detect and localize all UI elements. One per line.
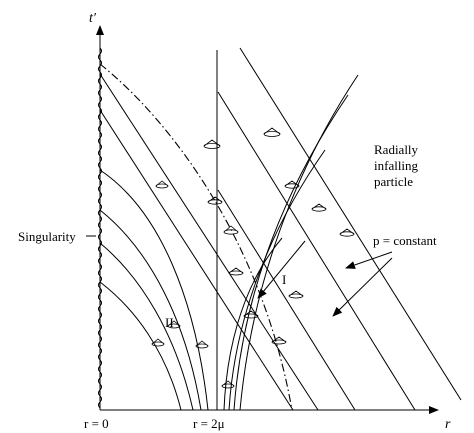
infalling-label-line2: infalling	[374, 158, 419, 173]
light-cone	[271, 336, 287, 345]
outgoing-null-curve	[233, 94, 349, 411]
particle-pointer-arrow	[257, 240, 306, 299]
ingoing-null-line	[99, 73, 319, 411]
outgoing-null-curve	[239, 74, 359, 411]
light-cone	[167, 320, 181, 329]
light-cone	[221, 380, 235, 389]
light-cone	[243, 310, 259, 319]
r-axis-label: r	[445, 417, 451, 432]
infalling-label-line1: Radially	[374, 142, 419, 157]
region-1-label: I	[282, 272, 286, 287]
outgoing-null-curve	[99, 169, 209, 411]
light-cone	[339, 228, 355, 237]
outgoing-null-curve	[223, 237, 283, 411]
singularity-wavy-line	[98, 47, 102, 409]
outgoing-null-curve	[99, 209, 202, 411]
infalling-particle-worldline	[99, 63, 293, 411]
ingoing-null-line	[217, 189, 356, 411]
light-cone	[288, 290, 304, 299]
light-cones	[151, 127, 355, 389]
r-origin-label: r = 0	[84, 416, 109, 431]
light-cone	[151, 338, 165, 347]
light-cone	[155, 180, 169, 189]
outgoing-null-curve	[99, 281, 182, 411]
light-cone	[311, 203, 327, 212]
region-2-label: II	[165, 315, 174, 330]
ingoing-null-line	[239, 47, 462, 401]
p-constant-arrow-lower	[332, 257, 393, 317]
ingoing-null-line	[217, 91, 416, 411]
light-cone	[207, 196, 223, 205]
light-cone	[203, 139, 221, 149]
light-cone	[263, 127, 281, 137]
outgoing-null-curve	[228, 149, 326, 411]
t-axis-label: t′	[89, 11, 97, 26]
horizon-label: r = 2μ	[193, 416, 225, 431]
light-cone	[223, 225, 239, 235]
light-cone	[228, 267, 244, 276]
p-constant-arrow-upper	[345, 251, 393, 269]
infalling-label-line3: particle	[374, 174, 413, 189]
outgoing-null-curve	[99, 242, 194, 411]
p-constant-label: p = constant	[373, 233, 437, 248]
ingoing-null-line	[99, 109, 294, 411]
light-cone	[195, 340, 209, 349]
singularity-label: Singularity	[18, 229, 76, 244]
light-cone	[284, 180, 300, 189]
